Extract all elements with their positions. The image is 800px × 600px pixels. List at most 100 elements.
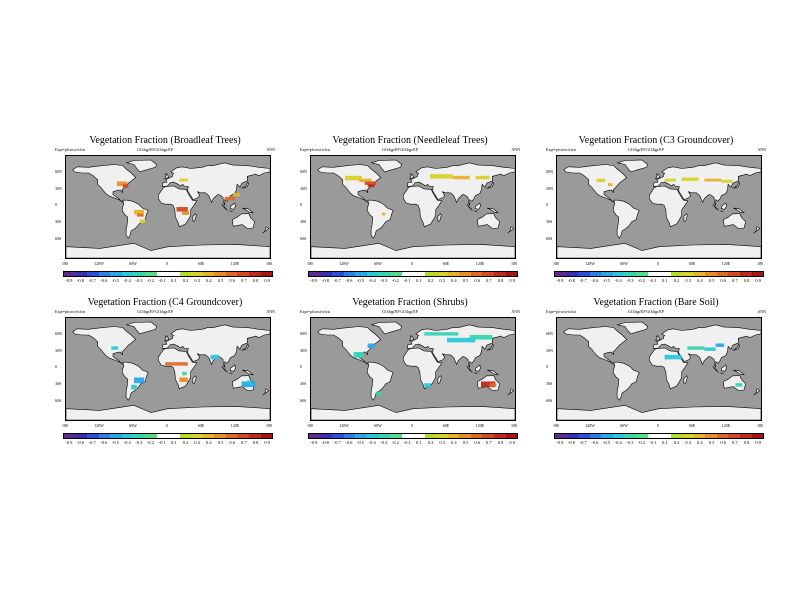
landmass bbox=[486, 181, 494, 189]
lon-tick-label: 60E bbox=[442, 261, 450, 266]
colorbar-swatch bbox=[436, 272, 448, 276]
colorbar-swatch bbox=[670, 434, 683, 438]
colorbar-tick-label: -0.5 bbox=[111, 278, 120, 283]
colorbar-tick-label: 0.8 bbox=[497, 278, 504, 283]
landmass bbox=[723, 374, 747, 391]
colorbar-swatch bbox=[505, 272, 518, 276]
colorbar-swatch bbox=[156, 434, 169, 438]
vegetation-fraction-patch bbox=[469, 335, 493, 340]
colorbar-swatch bbox=[424, 272, 437, 276]
colorbar-tick-label: -0.5 bbox=[111, 440, 120, 445]
colorbar-swatch bbox=[401, 272, 414, 276]
colorbar-tick-label: -0.8 bbox=[76, 440, 85, 445]
colorbar-tick-label: 0.2 bbox=[673, 278, 680, 283]
colorbar-swatch bbox=[601, 272, 613, 276]
landmass bbox=[230, 364, 236, 372]
lon-tick-label: 120E bbox=[721, 423, 731, 428]
colorbar-tick-label: 0.3 bbox=[194, 278, 200, 283]
landmass bbox=[563, 164, 628, 203]
colorbar-tick-label: -0.6 bbox=[100, 278, 108, 283]
subtitle-model: GO4qp/EP GO4qp/EP bbox=[137, 309, 173, 314]
landmass bbox=[557, 242, 761, 258]
colorbar-swatch bbox=[133, 272, 145, 276]
lon-tick-label: 0 bbox=[166, 261, 168, 266]
colorbar-tick-label: 0.9 bbox=[509, 440, 515, 445]
vegetation-fraction-patch bbox=[247, 380, 252, 384]
colorbar-tick-label: 0.7 bbox=[732, 278, 738, 283]
colorbar-swatch bbox=[566, 272, 579, 276]
colorbar-tick-label: 0.7 bbox=[486, 440, 492, 445]
colorbar-swatch bbox=[144, 434, 157, 438]
subtitle-model: GO4qp/EP GO4qp/EP bbox=[382, 309, 418, 314]
colorbar-swatch bbox=[156, 272, 169, 276]
colorbar-swatch bbox=[202, 272, 215, 276]
colorbar-tick-label: -0.3 bbox=[626, 278, 634, 283]
colorbar-swatch bbox=[566, 434, 579, 438]
colorbar-tick-label: 0.6 bbox=[474, 278, 480, 283]
colorbar-tick-label: 0.3 bbox=[194, 440, 200, 445]
map-area bbox=[310, 317, 516, 421]
landmass bbox=[683, 375, 688, 384]
colorbar-swatch bbox=[693, 272, 706, 276]
colorbar bbox=[308, 271, 518, 277]
colorbar-swatch bbox=[366, 434, 379, 438]
colorbar-swatch bbox=[75, 434, 88, 438]
colorbar-tick-label: -0.4 bbox=[368, 440, 376, 445]
map-area bbox=[556, 155, 762, 259]
landmass bbox=[311, 242, 515, 258]
colorbar-swatch bbox=[601, 434, 613, 438]
colorbar-swatch bbox=[470, 272, 483, 276]
landmass bbox=[616, 321, 649, 335]
landmass bbox=[66, 404, 270, 420]
vegetation-fraction-patch bbox=[489, 383, 497, 387]
colorbar-swatch bbox=[589, 272, 602, 276]
lon-tick-label: 180 bbox=[757, 423, 763, 428]
lon-tick-label: 120W bbox=[94, 423, 104, 428]
subtitle-season: ANN bbox=[266, 309, 275, 314]
colorbar-tick-label: -0.5 bbox=[602, 278, 611, 283]
colorbar-swatch bbox=[659, 272, 671, 276]
landmass bbox=[475, 364, 481, 372]
colorbar-tick-label: 0.5 bbox=[462, 440, 469, 445]
lon-tick-label: 120W bbox=[339, 423, 349, 428]
colorbar-tick-label: 0.1 bbox=[171, 278, 177, 283]
colorbar-swatch bbox=[494, 272, 506, 276]
vegetation-fraction-patch bbox=[134, 209, 145, 215]
colorbar-tick-label: 0.8 bbox=[497, 440, 504, 445]
subtitle-model: GO4qp/EP GO4qp/EP bbox=[382, 147, 418, 152]
landmass bbox=[161, 324, 270, 368]
subtitle-model: GO4qp/EP GO4qp/EP bbox=[628, 309, 664, 314]
panel-title: Vegetation Fraction (C4 Groundcover) bbox=[87, 297, 243, 308]
landmass bbox=[466, 365, 473, 373]
lon-tick-label: 0 bbox=[657, 261, 659, 266]
colorbar-swatch bbox=[728, 272, 740, 276]
colorbar-swatch bbox=[624, 434, 636, 438]
colorbar-tick-label: -0.9 bbox=[310, 440, 318, 445]
colorbar-swatch bbox=[64, 272, 76, 276]
landmass bbox=[487, 207, 500, 214]
map-area bbox=[65, 317, 271, 421]
lat-tick-label: 30S bbox=[300, 381, 307, 386]
colorbar-tick-label: -0.6 bbox=[591, 278, 599, 283]
colorbar-tick-label: -0.5 bbox=[356, 278, 365, 283]
colorbar-swatch bbox=[332, 434, 344, 438]
world-map bbox=[557, 156, 761, 258]
lon-tick-label: 60W bbox=[374, 423, 382, 428]
vegetation-fraction-patch bbox=[182, 371, 187, 376]
lat-tick-label: 60N bbox=[546, 169, 553, 174]
colorbar-tick-label: 0.9 bbox=[264, 278, 270, 283]
subtitle-experiment: Expt=pfcrost-tifcst bbox=[55, 309, 86, 314]
landmass bbox=[655, 335, 660, 342]
vegetation-fraction-patch bbox=[111, 346, 119, 350]
colorbar-swatch bbox=[144, 272, 157, 276]
landmass bbox=[721, 202, 727, 210]
colorbar-swatch bbox=[578, 434, 590, 438]
colorbar-swatch bbox=[121, 434, 134, 438]
lon-tick-label: 120E bbox=[475, 423, 485, 428]
lon-tick-label: 60W bbox=[620, 261, 628, 266]
colorbar-tick-label: 0.7 bbox=[486, 278, 492, 283]
landmass bbox=[437, 213, 442, 222]
landmass bbox=[121, 199, 149, 239]
colorbar-tick-label: 0.4 bbox=[451, 440, 457, 445]
panel-title: Vegetation Fraction (C3 Groundcover) bbox=[578, 135, 734, 146]
